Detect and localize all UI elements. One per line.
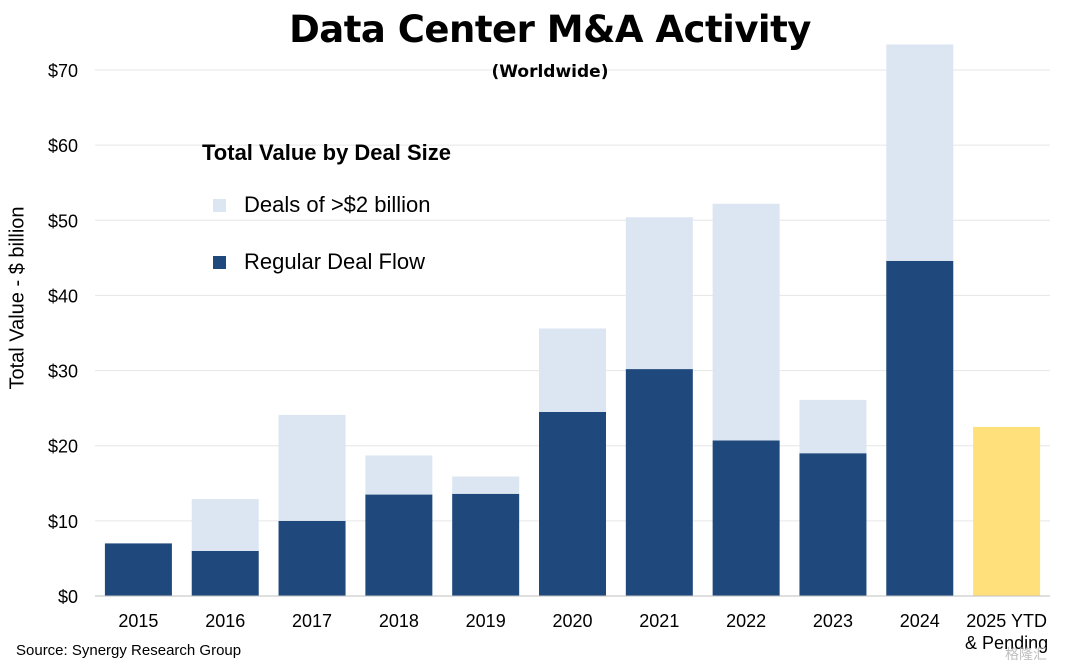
y-tick-label: $60: [48, 136, 78, 156]
bar-large-deals-8: [799, 399, 867, 454]
y-tick-label: $30: [48, 362, 78, 382]
y-tick-label: $10: [48, 512, 78, 532]
legend-swatch-regular-deals: [213, 255, 226, 269]
bar-regular-5: [539, 411, 606, 596]
y-axis-label: Total Value - $ billion: [6, 206, 29, 390]
bar-large-deals-5: [539, 328, 606, 412]
x-tick-label: 2023: [813, 611, 853, 631]
bar-regular-1: [191, 550, 259, 596]
x-tick-label: & Pending: [965, 633, 1048, 653]
bar-regular-7: [712, 440, 780, 596]
bar-large-deals-1: [191, 499, 259, 551]
x-tick-label: 2015: [118, 611, 158, 631]
bar-regular-6: [625, 369, 693, 596]
x-tick-label: 2019: [466, 611, 506, 631]
x-tick-label: 2021: [639, 611, 679, 631]
chart-subtitle: (Worldwide): [491, 62, 609, 82]
bar-regular-9: [886, 260, 954, 596]
bar-ytd-10: [973, 426, 1041, 596]
legend-item-large-deals: Deals of >$2 billion: [213, 192, 431, 218]
x-tick-label: 2024: [900, 611, 940, 631]
bar-large-deals-9: [886, 44, 954, 261]
legend-label-regular-deals: Regular Deal Flow: [244, 249, 425, 274]
legend-swatch-large-deals: [213, 198, 226, 212]
bar-large-deals-6: [625, 217, 693, 370]
bar-regular-0: [104, 543, 172, 596]
y-tick-label: $20: [48, 437, 78, 457]
bar-regular-3: [365, 494, 433, 596]
bar-large-deals-3: [365, 455, 433, 495]
y-tick-label: $70: [48, 61, 78, 81]
x-tick-label: 2017: [292, 611, 332, 631]
x-tick-label: 2025 YTD: [966, 611, 1047, 631]
legend-title: Total Value by Deal Size: [202, 140, 452, 165]
bar-regular-8: [799, 453, 867, 596]
x-tick-label: 2016: [205, 611, 245, 631]
bar-large-deals-7: [712, 203, 780, 441]
x-tick-label: 2020: [552, 611, 592, 631]
chart-title: Data Center M&A Activity: [289, 8, 811, 51]
legend-label-large-deals: Deals of >$2 billion: [244, 192, 431, 217]
x-tick-label: 2022: [726, 611, 766, 631]
x-tick-label: 2018: [379, 611, 419, 631]
source-note: Source: Synergy Research Group: [16, 642, 242, 659]
bar-regular-2: [278, 520, 346, 596]
y-tick-label: $40: [48, 286, 78, 306]
bar-large-deals-2: [278, 414, 346, 521]
bar-regular-4: [452, 493, 520, 596]
legend-item-regular-deals: Regular Deal Flow: [213, 249, 425, 275]
bar-large-deals-4: [452, 476, 520, 494]
y-tick-label: $0: [58, 587, 78, 607]
y-tick-label: $50: [48, 211, 78, 231]
watermark: 格隆汇: [1005, 647, 1047, 663]
